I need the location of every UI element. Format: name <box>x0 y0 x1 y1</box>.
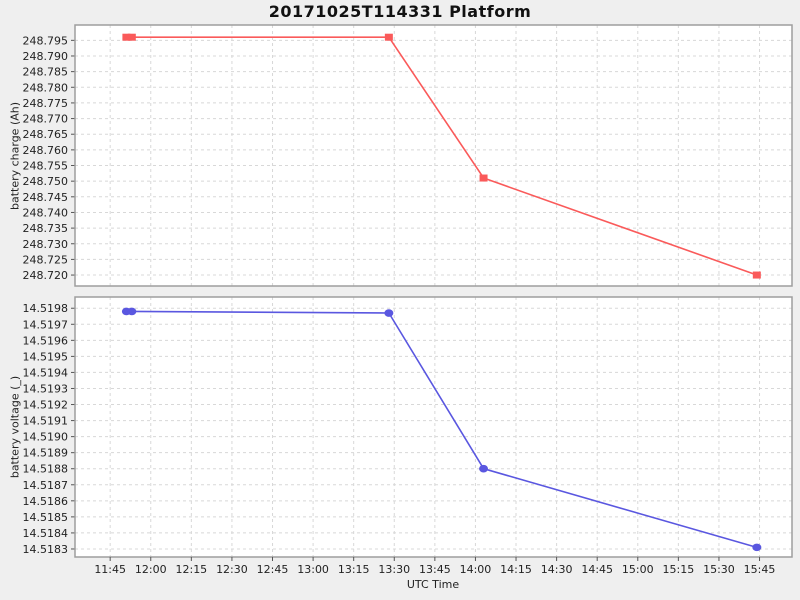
x-tick-label: 12:15 <box>175 563 207 576</box>
y-tick-label: 248.730 <box>23 238 69 251</box>
y-tick-label: 14.5188 <box>23 463 69 476</box>
x-tick-label: 15:30 <box>703 563 735 576</box>
y-tick-label: 14.5198 <box>23 302 69 315</box>
x-tick-label: 11:45 <box>94 563 126 576</box>
y-tick-label: 14.5195 <box>23 350 69 363</box>
plot-border <box>74 24 793 287</box>
y-tick-label: 14.5186 <box>23 495 69 508</box>
x-axis-label-utc-time: UTC Time <box>406 578 460 591</box>
y-tick-label: 14.5184 <box>23 527 69 540</box>
data-point-marker <box>122 33 131 41</box>
y-tick-label: 14.5196 <box>23 334 69 347</box>
data-point-marker <box>127 33 136 41</box>
y-tick-labels: 248.795 248.790 248.785 248.780 248.775 248.7… <box>23 34 75 282</box>
y-tick-label: 248.720 <box>23 269 69 282</box>
y-tick-label: 248.795 <box>23 34 69 47</box>
data-point-marker <box>384 33 393 41</box>
y-tick-label: 248.740 <box>23 206 69 219</box>
y-tick-label: 248.750 <box>23 175 69 188</box>
x-tick-label: 15:00 <box>622 563 654 576</box>
y-tick-label: 248.760 <box>23 144 69 157</box>
y-tick-label: 248.765 <box>23 128 69 141</box>
data-point-marker <box>479 174 488 182</box>
y-tick-label: 14.5192 <box>23 399 69 412</box>
x-tick-label: 12:30 <box>216 563 248 576</box>
data-point-marker <box>127 307 137 316</box>
plot-background <box>75 25 792 286</box>
plot-border <box>74 296 793 558</box>
y-tick-label: 14.5193 <box>23 382 69 395</box>
y-tick-label: 248.735 <box>23 222 69 235</box>
y-tick-label: 14.5183 <box>23 543 69 556</box>
x-tick-label: 15:15 <box>663 563 695 576</box>
x-tick-label: 14:00 <box>460 563 492 576</box>
y-tick-label: 248.780 <box>23 81 69 94</box>
y-tick-label: 14.5194 <box>23 366 69 379</box>
plot-background <box>75 297 792 557</box>
y-tick-label: 248.775 <box>23 97 69 110</box>
x-tick-label: 13:15 <box>338 563 370 576</box>
y-tick-label: 14.5190 <box>23 431 69 444</box>
battery-charge-plot: 248.795 248.790 248.785 248.780 248.775 248.7… <box>23 24 793 287</box>
y-tick-label: 14.5189 <box>23 447 69 460</box>
y-tick-label: 248.745 <box>23 191 69 204</box>
y-tick-label: 248.755 <box>23 160 69 173</box>
chart-title: 20171025T114331 Platform <box>268 2 532 21</box>
y-axis-label-battery-charge: battery charge (Ah) <box>8 101 22 211</box>
y-tick-label: 248.770 <box>23 113 69 126</box>
x-tick-label: 14:30 <box>541 563 573 576</box>
x-tick-label: 12:45 <box>257 563 289 576</box>
x-tick-label: 13:00 <box>297 563 329 576</box>
x-tick-label: 13:30 <box>378 563 410 576</box>
y-tick-label: 248.725 <box>23 253 69 266</box>
x-tick-labels: 11:45 12:00 12:15 12:30 12:45 13:00 13:15 13:30… <box>94 557 775 576</box>
y-tick-label: 14.5191 <box>23 415 69 428</box>
data-point-marker <box>479 464 489 473</box>
battery-voltage-markers <box>121 307 762 552</box>
y-axis-label-battery-voltage: battery voltage (_) <box>8 375 22 479</box>
data-point-marker <box>384 309 394 317</box>
y-tick-label: 248.790 <box>23 50 69 63</box>
battery-voltage-plot: 14.5198 14.5197 14.5196 14.5195 14.5194 14.51… <box>23 296 793 558</box>
y-tick-label: 14.5197 <box>23 318 69 331</box>
x-tick-label: 15:45 <box>744 563 776 576</box>
y-tick-labels: 14.5198 14.5197 14.5196 14.5195 14.5194 14.51… <box>23 302 75 556</box>
battery-charge-markers <box>122 33 761 279</box>
data-point-marker <box>752 271 761 279</box>
vertical-gridlines <box>109 25 761 286</box>
y-tick-label: 248.785 <box>23 66 69 79</box>
x-tick-label: 14:45 <box>581 563 613 576</box>
x-tick-label: 13:45 <box>419 563 451 576</box>
x-tick-label: 12:00 <box>135 563 167 576</box>
x-tick-label: 14:15 <box>500 563 532 576</box>
y-tick-label: 14.5185 <box>23 511 69 524</box>
data-point-marker <box>752 543 762 552</box>
y-tick-label: 14.5187 <box>23 479 69 492</box>
